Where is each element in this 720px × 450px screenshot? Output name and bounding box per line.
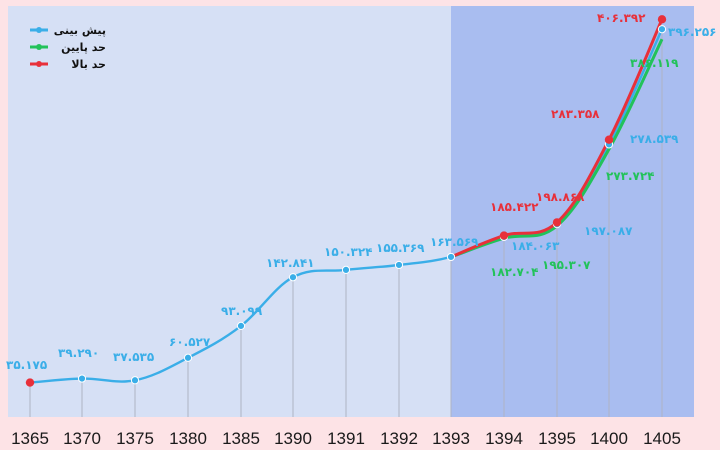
marker-forecast-1392 bbox=[394, 260, 404, 270]
x-tick-1393: 1393 bbox=[432, 429, 470, 448]
x-tick-1365: 1365 bbox=[11, 429, 49, 448]
legend-item-forecast: پیش بینی bbox=[30, 24, 106, 37]
x-tick-1390: 1390 bbox=[274, 429, 312, 448]
series-markers bbox=[25, 15, 667, 387]
marker-upper-bound-1400 bbox=[604, 135, 614, 144]
x-tick-1405: 1405 bbox=[643, 429, 681, 448]
series-line-lower-bound bbox=[450, 38, 664, 259]
data-label-forecast-1390: ۱۴۲.۸۴۱ bbox=[266, 256, 315, 270]
legend-item-upper-bound: حد بالا bbox=[30, 58, 106, 71]
data-label-forecast-1394: ۱۸۴.۰۶۳ bbox=[511, 239, 560, 253]
data-label-forecast-1375: ۳۷.۵۳۵ bbox=[113, 350, 154, 364]
x-tick-1400: 1400 bbox=[590, 429, 628, 448]
data-label-forecast-1380: ۶۰.۵۲۷ bbox=[169, 335, 211, 349]
data-labels: ۳۵.۱۷۵ ۳۹.۲۹۰ ۳۷.۵۳۵ ۶۰.۵۲۷ ۹۳.۰۹۹ ۱۴۲.۸۴۱ ۱۵۰… bbox=[6, 11, 717, 372]
drop-lines bbox=[29, 29, 663, 417]
data-label-lower-bound-1405: ۳۸۶.۱۱۹ bbox=[630, 56, 679, 70]
marker-forecast-1390 bbox=[288, 273, 298, 282]
data-label-upper-bound-1395: ۱۹۸.۸۶۸ bbox=[536, 190, 585, 204]
data-label-forecast-1405: ۳۹۶.۲۵۶ bbox=[668, 25, 717, 39]
marker-forecast-1391 bbox=[341, 265, 351, 274]
marker-forecast-1393 bbox=[446, 252, 456, 262]
marker-forecast-1370 bbox=[77, 374, 87, 383]
x-tick-1392: 1392 bbox=[380, 429, 418, 448]
series-line-upper-bound bbox=[450, 18, 664, 259]
data-label-upper-bound-1405: ۴۰۶.۳۹۲ bbox=[597, 11, 646, 25]
data-label-forecast-1392: ۱۵۵.۳۶۹ bbox=[376, 241, 425, 255]
x-tick-1395: 1395 bbox=[538, 429, 576, 448]
data-label-forecast-1365: ۳۵.۱۷۵ bbox=[6, 358, 47, 372]
x-tick-1385: 1385 bbox=[222, 429, 260, 448]
marker-forecast-1380 bbox=[183, 353, 193, 362]
x-tick-1380: 1380 bbox=[169, 429, 207, 448]
data-label-forecast-1370: ۳۹.۲۹۰ bbox=[58, 346, 99, 360]
marker-upper-bound-1395 bbox=[552, 218, 562, 227]
data-label-upper-bound-1400: ۲۸۳.۳۵۸ bbox=[551, 107, 600, 121]
marker-upper-bound-1365 bbox=[25, 378, 35, 387]
data-label-lower-bound-1395: ۱۹۵.۳۰۷ bbox=[542, 258, 591, 272]
data-label-forecast-1385: ۹۳.۰۹۹ bbox=[221, 304, 263, 318]
marker-upper-bound-1394 bbox=[499, 231, 509, 240]
legend-label-forecast: پیش بینی bbox=[54, 24, 106, 37]
x-axis-ticks: 1365 1370 1375 1380 1385 1390 1391 1392 1393 1394… bbox=[11, 429, 681, 448]
data-label-forecast-1395: ۱۹۷.۰۸۷ bbox=[584, 224, 633, 238]
x-tick-1370: 1370 bbox=[63, 429, 101, 448]
data-label-upper-bound-1394: ۱۸۵.۴۲۲ bbox=[490, 200, 539, 214]
x-tick-1391: 1391 bbox=[327, 429, 365, 448]
marker-upper-bound-1405 bbox=[657, 15, 667, 24]
x-tick-1375: 1375 bbox=[116, 429, 154, 448]
data-label-forecast-1400: ۲۷۸.۵۳۹ bbox=[630, 132, 679, 146]
legend-label-upper-bound: حد بالا bbox=[71, 58, 106, 71]
marker-forecast-1405 bbox=[657, 25, 667, 34]
data-label-lower-bound-1400: ۲۷۳.۷۲۴ bbox=[606, 169, 655, 183]
legend-marker-forecast bbox=[36, 27, 42, 33]
legend: پیش بینی حد پایین حد بالا bbox=[30, 24, 106, 71]
data-label-forecast-1393: ۱۶۳.۵۶۹ bbox=[430, 235, 479, 249]
legend-marker-upper-bound bbox=[36, 61, 42, 67]
data-label-forecast-1391: ۱۵۰.۳۲۴ bbox=[324, 245, 373, 259]
x-tick-1394: 1394 bbox=[485, 429, 523, 448]
data-label-lower-bound-1394: ۱۸۲.۷۰۴ bbox=[490, 265, 539, 279]
marker-forecast-1385 bbox=[236, 321, 246, 330]
marker-forecast-1375 bbox=[130, 376, 140, 385]
legend-item-lower-bound: حد پایین bbox=[30, 41, 106, 54]
legend-label-lower-bound: حد پایین bbox=[61, 41, 106, 54]
legend-marker-lower-bound bbox=[36, 44, 42, 50]
